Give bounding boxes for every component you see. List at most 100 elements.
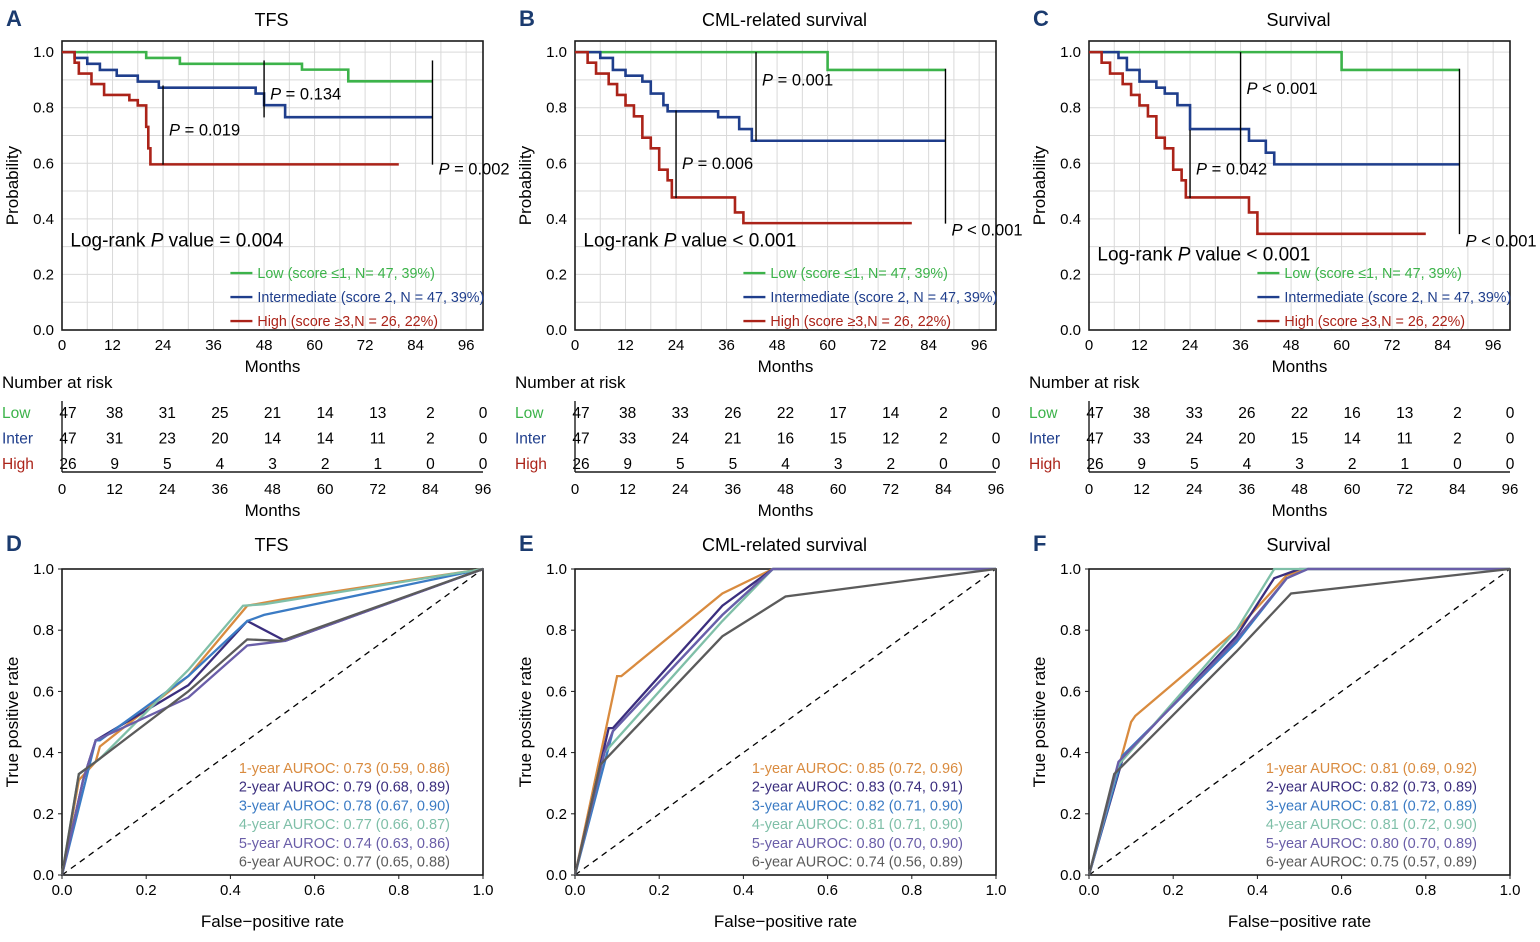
svg-text:22: 22 [1291, 405, 1308, 422]
svg-text:0.6: 0.6 [546, 683, 567, 700]
svg-text:0.2: 0.2 [1162, 882, 1183, 899]
svg-text:2: 2 [887, 456, 896, 473]
svg-text:Low (score ≤1, N= 47, 39%): Low (score ≤1, N= 47, 39%) [257, 266, 435, 282]
svg-text:0.4: 0.4 [733, 882, 754, 899]
svg-text:Months: Months [1271, 501, 1327, 520]
svg-text:Number at risk: Number at risk [515, 373, 626, 392]
svg-text:36: 36 [212, 481, 229, 498]
svg-text:12: 12 [618, 337, 635, 354]
svg-text:12: 12 [106, 481, 123, 498]
svg-text:2-year AUROC: 0.79 (0.68, 0.89: 2-year AUROC: 0.79 (0.68, 0.89) [239, 780, 450, 796]
svg-text:6-year AUROC: 0.75 (0.57, 0.89: 6-year AUROC: 0.75 (0.57, 0.89) [1265, 855, 1476, 871]
svg-text:38: 38 [106, 405, 123, 422]
svg-text:4-year AUROC: 0.81 (0.71, 0.90: 4-year AUROC: 0.81 (0.71, 0.90) [752, 817, 963, 833]
svg-text:0.0: 0.0 [546, 322, 567, 339]
svg-text:1.0: 1.0 [986, 882, 1007, 899]
svg-text:0: 0 [1084, 337, 1092, 354]
svg-text:60: 60 [1333, 337, 1350, 354]
svg-text:Low: Low [2, 405, 31, 422]
svg-text:14: 14 [882, 405, 900, 422]
svg-text:0.6: 0.6 [33, 155, 54, 172]
svg-text:6-year AUROC: 0.77 (0.65, 0.88: 6-year AUROC: 0.77 (0.65, 0.88) [239, 855, 450, 871]
svg-text:48: 48 [256, 337, 273, 354]
svg-text:0.6: 0.6 [1060, 155, 1081, 172]
svg-text:Probability: Probability [3, 145, 22, 225]
svg-text:2: 2 [1347, 456, 1356, 473]
svg-text:CML-related survival: CML-related survival [702, 10, 867, 30]
svg-text:High (score ≥3,N = 26, 22%): High (score ≥3,N = 26, 22%) [1284, 314, 1465, 330]
svg-text:48: 48 [769, 337, 786, 354]
svg-text:1: 1 [373, 456, 382, 473]
svg-text:33: 33 [1185, 405, 1202, 422]
svg-text:True positive rate: True positive rate [3, 657, 22, 788]
svg-text:0.0: 0.0 [565, 882, 586, 899]
svg-text:3: 3 [834, 456, 843, 473]
svg-text:20: 20 [211, 431, 229, 448]
svg-text:Probability: Probability [1030, 145, 1049, 225]
svg-text:CML-related survival: CML-related survival [702, 535, 867, 555]
svg-text:2: 2 [426, 431, 435, 448]
svg-text:Low: Low [1029, 405, 1058, 422]
svg-text:72: 72 [870, 337, 887, 354]
svg-text:0.4: 0.4 [1060, 745, 1081, 762]
svg-text:84: 84 [407, 337, 424, 354]
svg-text:4: 4 [216, 456, 225, 473]
svg-text:0: 0 [479, 431, 488, 448]
svg-text:Number at risk: Number at risk [1029, 373, 1140, 392]
svg-text:1.0: 1.0 [1499, 882, 1520, 899]
svg-text:3: 3 [268, 456, 277, 473]
svg-text:0: 0 [1505, 456, 1514, 473]
svg-text:5: 5 [1190, 456, 1199, 473]
svg-text:36: 36 [725, 481, 742, 498]
svg-text:33: 33 [619, 431, 636, 448]
svg-text:2-year AUROC: 0.82 (0.73, 0.89: 2-year AUROC: 0.82 (0.73, 0.89) [1265, 780, 1476, 796]
svg-text:Low (score ≤1, N= 47, 39%): Low (score ≤1, N= 47, 39%) [771, 266, 949, 282]
svg-text:21: 21 [264, 405, 281, 422]
svg-text:Months: Months [758, 501, 814, 520]
svg-text:0.8: 0.8 [33, 622, 54, 639]
svg-text:24: 24 [672, 481, 689, 498]
svg-text:1.0: 1.0 [546, 44, 567, 61]
svg-text:1.0: 1.0 [546, 561, 567, 578]
svg-text:33: 33 [1133, 431, 1150, 448]
svg-text:22: 22 [777, 405, 794, 422]
svg-text:P = 0.042: P = 0.042 [1196, 160, 1267, 178]
svg-text:0.6: 0.6 [1060, 683, 1081, 700]
svg-text:31: 31 [106, 431, 123, 448]
svg-text:4: 4 [1242, 456, 1251, 473]
svg-text:14: 14 [317, 431, 335, 448]
svg-text:False−positive rate: False−positive rate [1228, 912, 1371, 931]
svg-text:2: 2 [321, 456, 330, 473]
svg-text:P < 0.001: P < 0.001 [952, 222, 1023, 240]
svg-text:0: 0 [571, 337, 579, 354]
svg-text:12: 12 [620, 481, 637, 498]
svg-text:1.0: 1.0 [1060, 44, 1081, 61]
svg-text:Inter: Inter [515, 431, 546, 448]
svg-text:9: 9 [1137, 456, 1146, 473]
svg-text:12: 12 [882, 431, 899, 448]
svg-text:0.0: 0.0 [52, 882, 73, 899]
svg-text:60: 60 [306, 337, 323, 354]
svg-text:0: 0 [992, 431, 1001, 448]
svg-text:Intermediate (score 2, N = 47,: Intermediate (score 2, N = 47, 39%) [771, 290, 998, 306]
svg-text:11: 11 [370, 431, 386, 448]
svg-text:84: 84 [422, 481, 439, 498]
svg-text:Intermediate (score 2, N = 47,: Intermediate (score 2, N = 47, 39%) [257, 290, 484, 306]
svg-text:96: 96 [475, 481, 492, 498]
svg-text:P < 0.001: P < 0.001 [1465, 233, 1536, 251]
svg-text:24: 24 [1185, 431, 1203, 448]
svg-text:0.2: 0.2 [1060, 806, 1081, 823]
svg-text:14: 14 [264, 431, 282, 448]
svg-text:15: 15 [1291, 431, 1308, 448]
svg-text:0.0: 0.0 [33, 322, 54, 339]
svg-text:24: 24 [1181, 337, 1198, 354]
svg-text:0.8: 0.8 [902, 882, 923, 899]
svg-text:Inter: Inter [2, 431, 33, 448]
svg-text:Low: Low [515, 405, 544, 422]
svg-text:0.6: 0.6 [546, 155, 567, 172]
svg-text:Log-rank P value = 0.004: Log-rank P value = 0.004 [70, 231, 283, 252]
svg-text:0.8: 0.8 [1060, 100, 1081, 117]
svg-text:26: 26 [725, 405, 742, 422]
svg-text:0.2: 0.2 [546, 806, 567, 823]
svg-text:0.8: 0.8 [388, 882, 409, 899]
